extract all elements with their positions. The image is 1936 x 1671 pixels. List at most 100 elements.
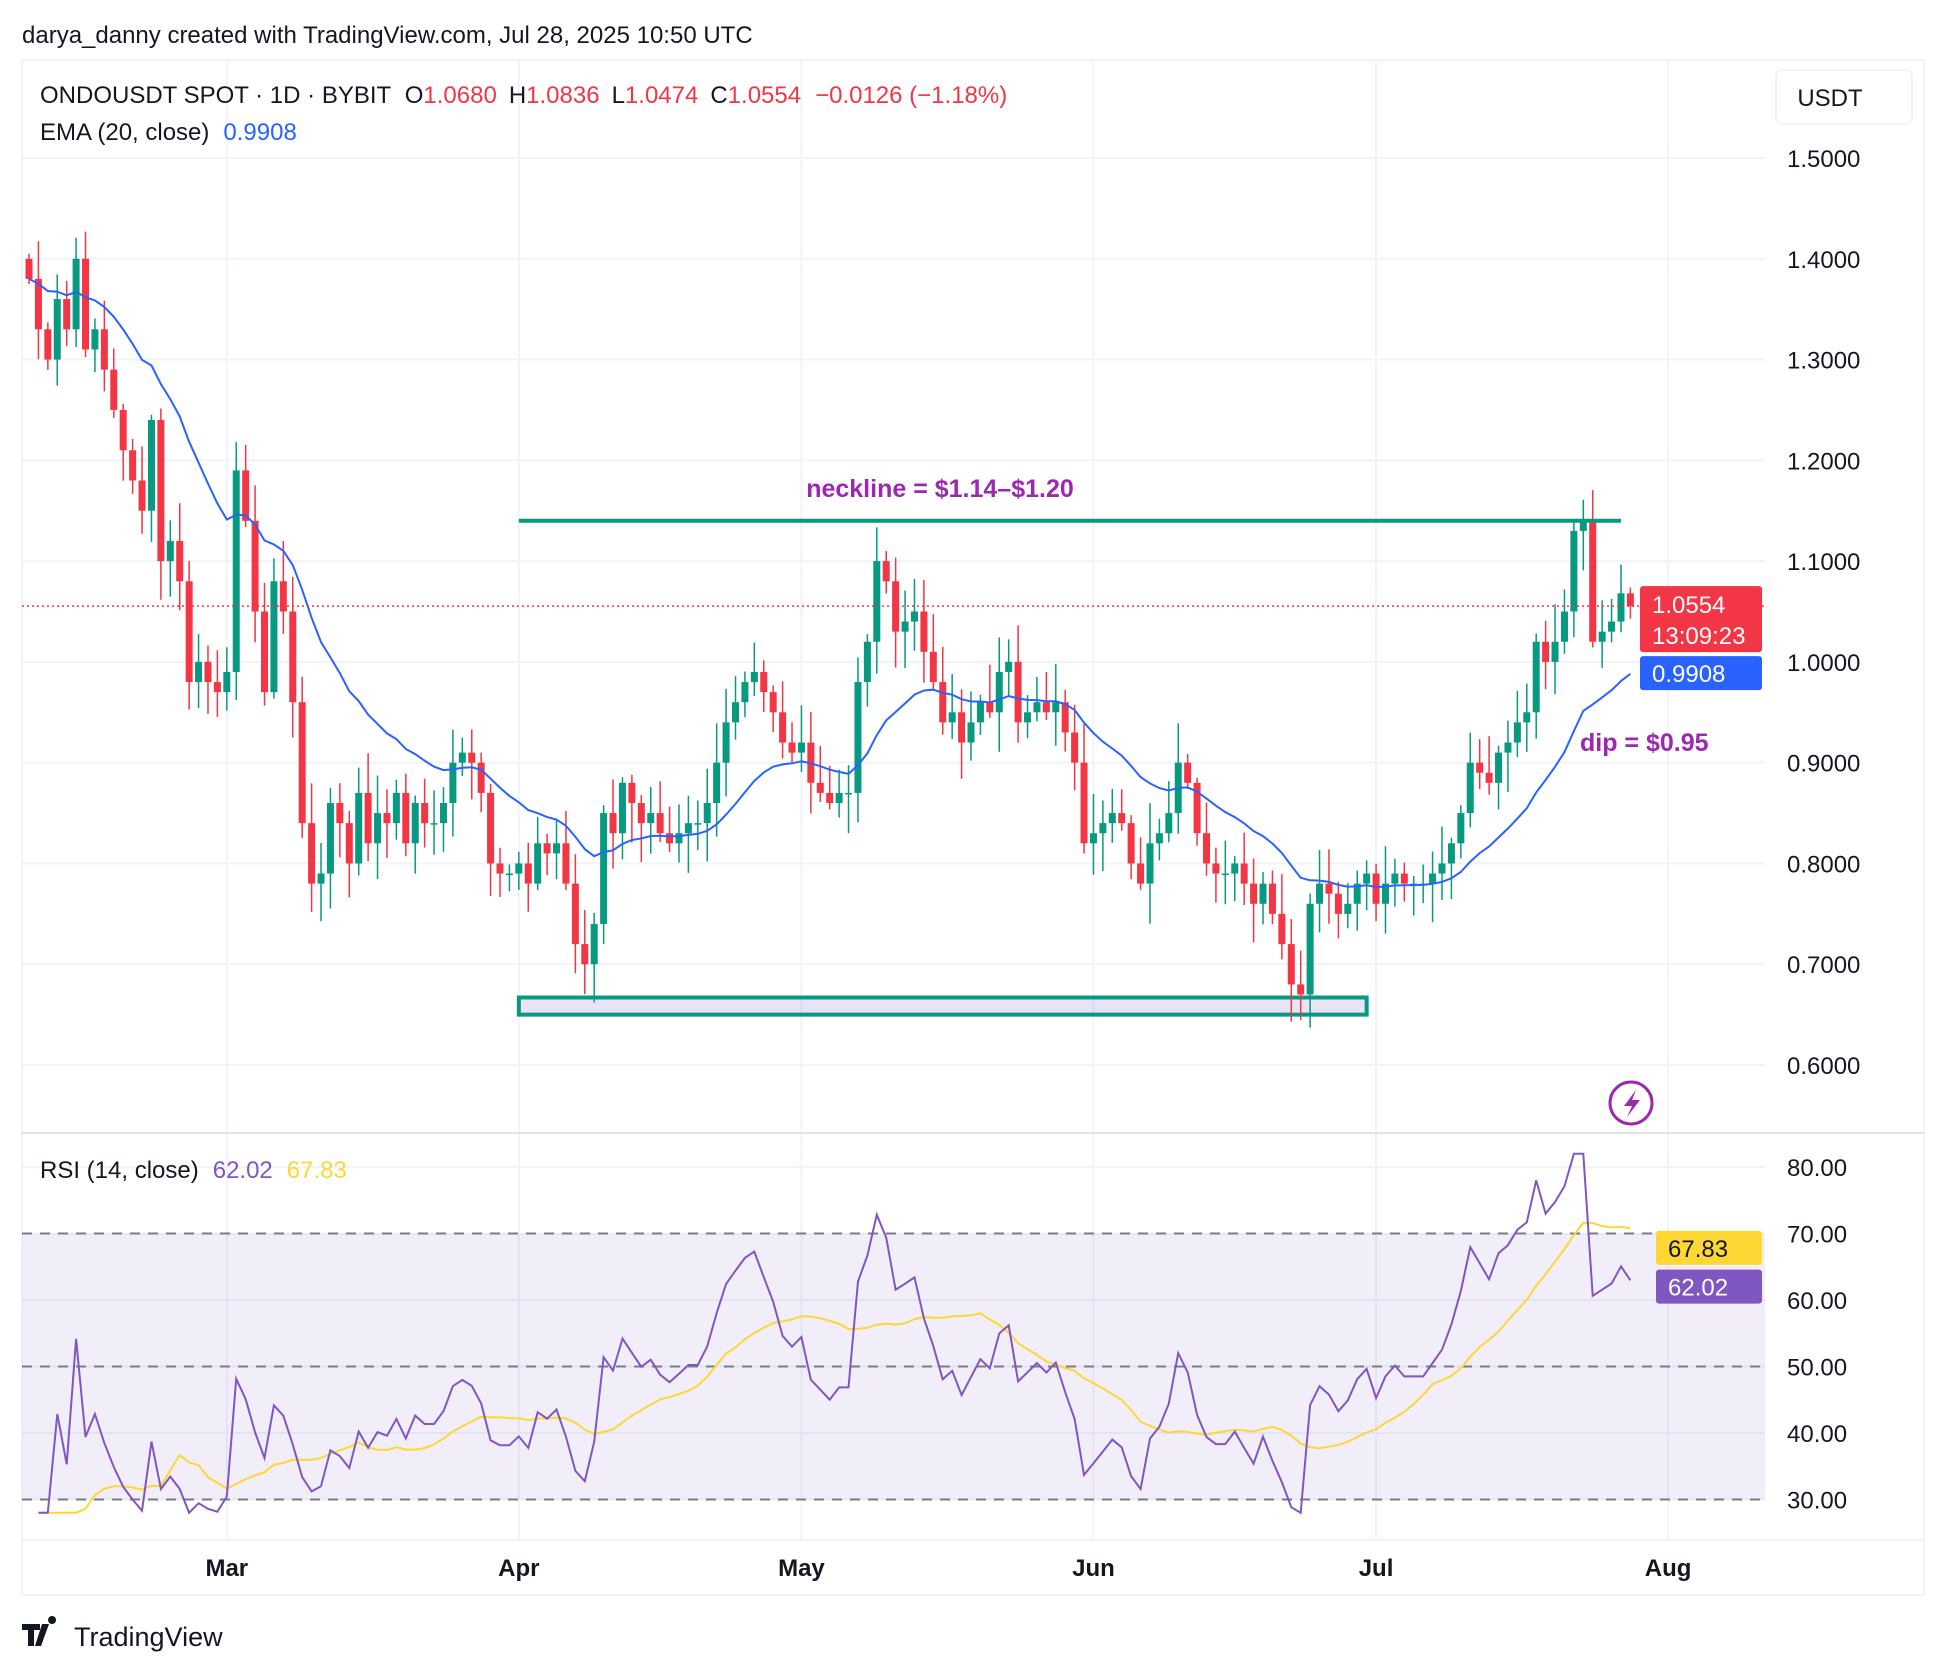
svg-text:67.83: 67.83 (1668, 1236, 1728, 1263)
candle-body (722, 722, 730, 763)
candle-body (750, 671, 758, 683)
time-tick-label: Jul (1359, 1555, 1394, 1582)
candle-body (1259, 883, 1267, 904)
symbol-legend: ONDOUSDT SPOT · 1D · BYBIT O1.0680 H1.0836… (40, 82, 1007, 109)
candle-body (1099, 823, 1107, 834)
candle-body (1466, 762, 1474, 814)
candle-body (326, 802, 334, 874)
candle-body (741, 682, 749, 703)
candle-body (119, 409, 127, 451)
candle-body (1231, 863, 1239, 874)
candle-body (496, 863, 504, 874)
candle-body (1353, 883, 1361, 904)
candle-body (1127, 823, 1135, 864)
candle-body (1560, 611, 1568, 642)
candle-body (628, 782, 636, 803)
price-tick-label: 0.8000 (1787, 851, 1860, 878)
candle-body (1193, 782, 1201, 834)
candle-body (581, 944, 589, 965)
candle-body (1532, 641, 1540, 713)
candle-body (468, 752, 476, 763)
lightning-icon[interactable] (1608, 1080, 1654, 1126)
candle-body (1381, 883, 1389, 904)
candle-body (769, 692, 777, 713)
candle-body (458, 752, 466, 763)
candle-body (1589, 520, 1597, 642)
candle-body (882, 561, 890, 582)
tradingview-logo[interactable]: TradingView (22, 1616, 223, 1652)
candle-body (1570, 530, 1578, 612)
candle-body (270, 581, 278, 693)
candle-body (797, 742, 805, 753)
candle-body (835, 792, 843, 803)
candle-body (920, 611, 928, 652)
support-zone[interactable] (516, 995, 1369, 1017)
candle-body (958, 712, 966, 743)
candle-body (232, 470, 240, 672)
candle-body (600, 813, 608, 924)
candle-body (317, 873, 325, 884)
candle-body (892, 581, 900, 632)
candle-body (242, 470, 250, 521)
rsi-tick-label: 50.00 (1787, 1355, 1847, 1382)
price-tick-label: 1.4000 (1787, 247, 1860, 274)
candle-body (439, 802, 447, 824)
candle-body (223, 671, 231, 693)
candle-body (204, 661, 212, 683)
candle-body (1429, 873, 1437, 884)
candle-body (1071, 732, 1079, 763)
candle-body (1118, 813, 1126, 824)
candle-body (1608, 621, 1616, 632)
symbol-name: ONDOUSDT SPOT · 1D · BYBIT (40, 82, 392, 109)
candle-body (477, 762, 485, 793)
candle-body (816, 782, 824, 793)
dip-annotation[interactable]: dip = $0.95 (1580, 729, 1709, 757)
candle-body (392, 792, 400, 824)
candle-body (355, 792, 363, 864)
candle-body (72, 258, 80, 330)
rsi-line (38, 1152, 1632, 1515)
candle-body (609, 813, 617, 834)
candle-body (976, 702, 984, 723)
support-zone-rect (516, 995, 1369, 1017)
currency-button[interactable]: USDT (1775, 69, 1913, 125)
svg-text:62.02: 62.02 (1668, 1275, 1728, 1302)
rsi-tick-label: 80.00 (1787, 1155, 1847, 1182)
candle-body (1024, 712, 1032, 723)
neckline-annotation[interactable]: neckline = $1.14–$1.20 (806, 475, 1074, 503)
candle-body (1146, 843, 1154, 884)
candle-body (1542, 641, 1550, 662)
attribution-text: darya_danny created with TradingView.com… (22, 22, 753, 49)
candle-body (1089, 833, 1097, 844)
candle-body (157, 420, 165, 562)
candle-body (1306, 903, 1314, 995)
candle-body (1297, 984, 1305, 995)
time-tick-label: May (778, 1555, 825, 1582)
price-tick-label: 0.7000 (1787, 952, 1860, 979)
candle-body (1316, 883, 1324, 904)
candle-body (995, 671, 1003, 713)
candle-body (863, 641, 871, 683)
candle-body (543, 843, 551, 854)
candle-body (1221, 873, 1229, 876)
candle-body (553, 843, 561, 854)
candle-body (1598, 631, 1606, 642)
candle-body (82, 258, 90, 350)
axes[interactable]: Mar Apr May Jun Jul Aug 1.5000 1.4000 1.3000 1.20… (205, 146, 1860, 1582)
candle-body (1400, 873, 1408, 884)
rsi-tick-label: 70.00 (1787, 1222, 1847, 1249)
candle-body (826, 792, 834, 803)
candle-body (788, 742, 796, 753)
candle-body (91, 329, 99, 350)
candle-body (100, 329, 108, 370)
candle-body (854, 682, 862, 793)
candle-body (1155, 833, 1163, 844)
candle-body (251, 520, 259, 612)
candle-body (411, 802, 419, 844)
candle-body (138, 480, 146, 511)
candle-body (185, 581, 193, 683)
candle-body (25, 258, 33, 279)
candle-body (929, 651, 937, 683)
time-tick-label: Mar (205, 1555, 248, 1582)
